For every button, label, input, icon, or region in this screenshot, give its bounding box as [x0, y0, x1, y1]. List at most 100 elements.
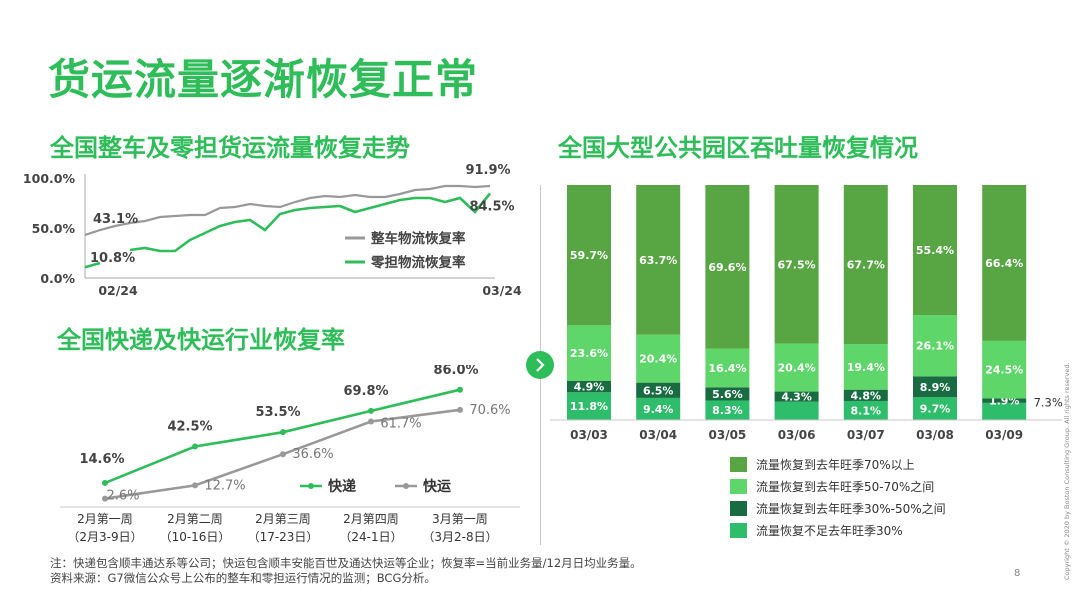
data-label: 91.9% [465, 163, 510, 178]
series-line-express [104, 388, 461, 485]
express-recovery-chart: 14.6% 42.5% 53.5% 69.8% 86.0% 2.6% 12.7% 36.6% 6… [60, 365, 520, 544]
legend-swatch [730, 456, 747, 472]
page-title: 货运流量逐渐恢复正常 [48, 55, 479, 104]
bar-label: 67.5% [778, 258, 816, 271]
series-line-ltl [84, 192, 492, 269]
truckload-ltl-trend-chart: 100.0% 50.0% 0.0% 43.1% 10.8% 91.9% 84.5% 02/24… [23, 163, 522, 298]
bar-segment [843, 389, 888, 401]
bar-segment [843, 400, 888, 420]
bar-label: 11.8% [570, 400, 608, 413]
park-throughput-stacked-bar-chart: 11.8% 4.9% 23.6% 59.7% 03/03 9.4% 6.5% 20.4% 63.… [550, 185, 1063, 442]
x-tick-label: 03/07 [847, 428, 885, 442]
x-category-label: 2月第四周 [343, 512, 399, 526]
legend-label: 流量恢复到去年旺季70%以上 [756, 457, 915, 472]
x-category-sublabel: （2月3-9日） [67, 530, 142, 544]
legend-marker [308, 483, 314, 489]
data-label: 53.5% [255, 405, 300, 420]
bar-segment [705, 185, 750, 349]
x-tick-label: 03/03 [570, 428, 608, 442]
bar-segment [982, 398, 1027, 403]
bar-segment [913, 185, 957, 316]
bar-segment [774, 185, 819, 344]
bar-segment [982, 402, 1027, 420]
x-category-sublabel: （3月2-8日） [422, 530, 497, 544]
data-point [280, 429, 286, 436]
bar-segment [567, 325, 611, 381]
x-tick-label: 03/06 [778, 428, 816, 442]
bar-label: 5.6% [712, 388, 743, 401]
bar-segment [913, 376, 957, 398]
bar-label: 7.3% [1034, 396, 1063, 410]
bar-label: 6.5% [643, 384, 674, 397]
x-tick-label: 03/05 [709, 428, 747, 442]
y-tick-label: 50.0% [32, 221, 76, 236]
bar-label: 20.4% [778, 362, 816, 375]
legend-swatch [730, 500, 747, 516]
x-category-label: 2月第二周 [167, 512, 223, 526]
bar-label: 9.7% [920, 403, 951, 416]
bar-label: 16.4% [708, 362, 746, 375]
page-number: 8 [1014, 568, 1021, 579]
data-label: 2.6% [106, 489, 139, 504]
bar-segment [774, 391, 819, 402]
bar-segment [705, 400, 750, 420]
bar-label: 9.4% [643, 403, 674, 416]
series-line-truckload [84, 184, 491, 236]
legend-label: 流量恢复不足去年旺季30% [756, 523, 903, 538]
chevron-right-icon[interactable] [526, 351, 554, 379]
data-label: 42.5% [167, 420, 212, 435]
x-tick-label: 03/09 [985, 428, 1023, 442]
bar-label: 8.9% [920, 381, 951, 394]
chart3-title: 全国大型公共园区吞吐量恢复情况 [558, 134, 918, 162]
bar-segment [636, 185, 681, 335]
bar-label: 8.1% [851, 404, 882, 417]
legend-label: 流量恢复到去年旺季50-70%之间 [756, 479, 935, 494]
bar-label: 24.5% [985, 364, 1023, 377]
y-tick-label: 0.0% [40, 271, 75, 286]
bar-label: 20.4% [639, 353, 677, 366]
data-label: 36.6% [292, 447, 333, 462]
data-label: 10.8% [90, 251, 135, 266]
legend-swatch [730, 478, 747, 494]
legend-label: 零担物流恢复率 [370, 254, 466, 271]
legend-item-30-50: 流量恢复到去年旺季30%-50%之间 [730, 500, 946, 516]
x-tick-label: 03/08 [916, 428, 954, 442]
bar-segment [843, 344, 888, 390]
bar-segment [567, 185, 611, 326]
data-point [368, 418, 374, 425]
data-point [280, 451, 286, 458]
data-point [457, 406, 463, 413]
x-tick-label: 03/04 [639, 428, 677, 442]
bar-segment [567, 380, 611, 393]
data-label: 43.1% [93, 212, 138, 227]
bar-segment [982, 340, 1027, 399]
legend-item-over70: 流量恢复到去年旺季70%以上 [730, 456, 915, 472]
data-label: 84.5% [469, 200, 514, 215]
chart2-title: 全国快递及快运行业恢复率 [57, 326, 345, 354]
x-category-sublabel: （24-1日） [339, 530, 402, 544]
copyright-note: Copyright © 2020 by Boston Consulting Gr… [1063, 362, 1071, 580]
bar-segment [636, 397, 681, 420]
bar-label: 23.6% [570, 347, 608, 360]
bar-segment [567, 392, 611, 420]
y-tick-label: 100.0% [23, 171, 76, 186]
data-label: 69.8% [343, 384, 388, 399]
legend-item-under30: 流量恢复不足去年旺季30% [730, 522, 903, 538]
bar-label: 63.7% [639, 254, 677, 267]
x-category-sublabel: （17-23日） [248, 530, 319, 544]
x-category-sublabel: （10-16日） [160, 530, 231, 544]
bar-segment [636, 334, 681, 383]
source-note: 资料来源：G7微信公众号上公布的整车和零担运行情况的监测；BCG分析。 [50, 571, 436, 585]
bar-segment [913, 397, 957, 420]
bar-label: 59.7% [570, 249, 608, 262]
x-tick-label: 02/24 [98, 283, 138, 298]
bar-label: 66.4% [985, 257, 1023, 270]
bar-segment [913, 315, 957, 377]
x-category-label: 2月第三周 [255, 512, 311, 526]
data-point [457, 386, 463, 393]
bar-segment [705, 387, 750, 401]
chart1-title: 全国整车及零担货运流量恢复走势 [50, 134, 410, 162]
data-label: 61.7% [380, 416, 421, 431]
data-point [102, 495, 108, 502]
legend-label: 流量恢复到去年旺季30%-50%之间 [756, 501, 946, 516]
